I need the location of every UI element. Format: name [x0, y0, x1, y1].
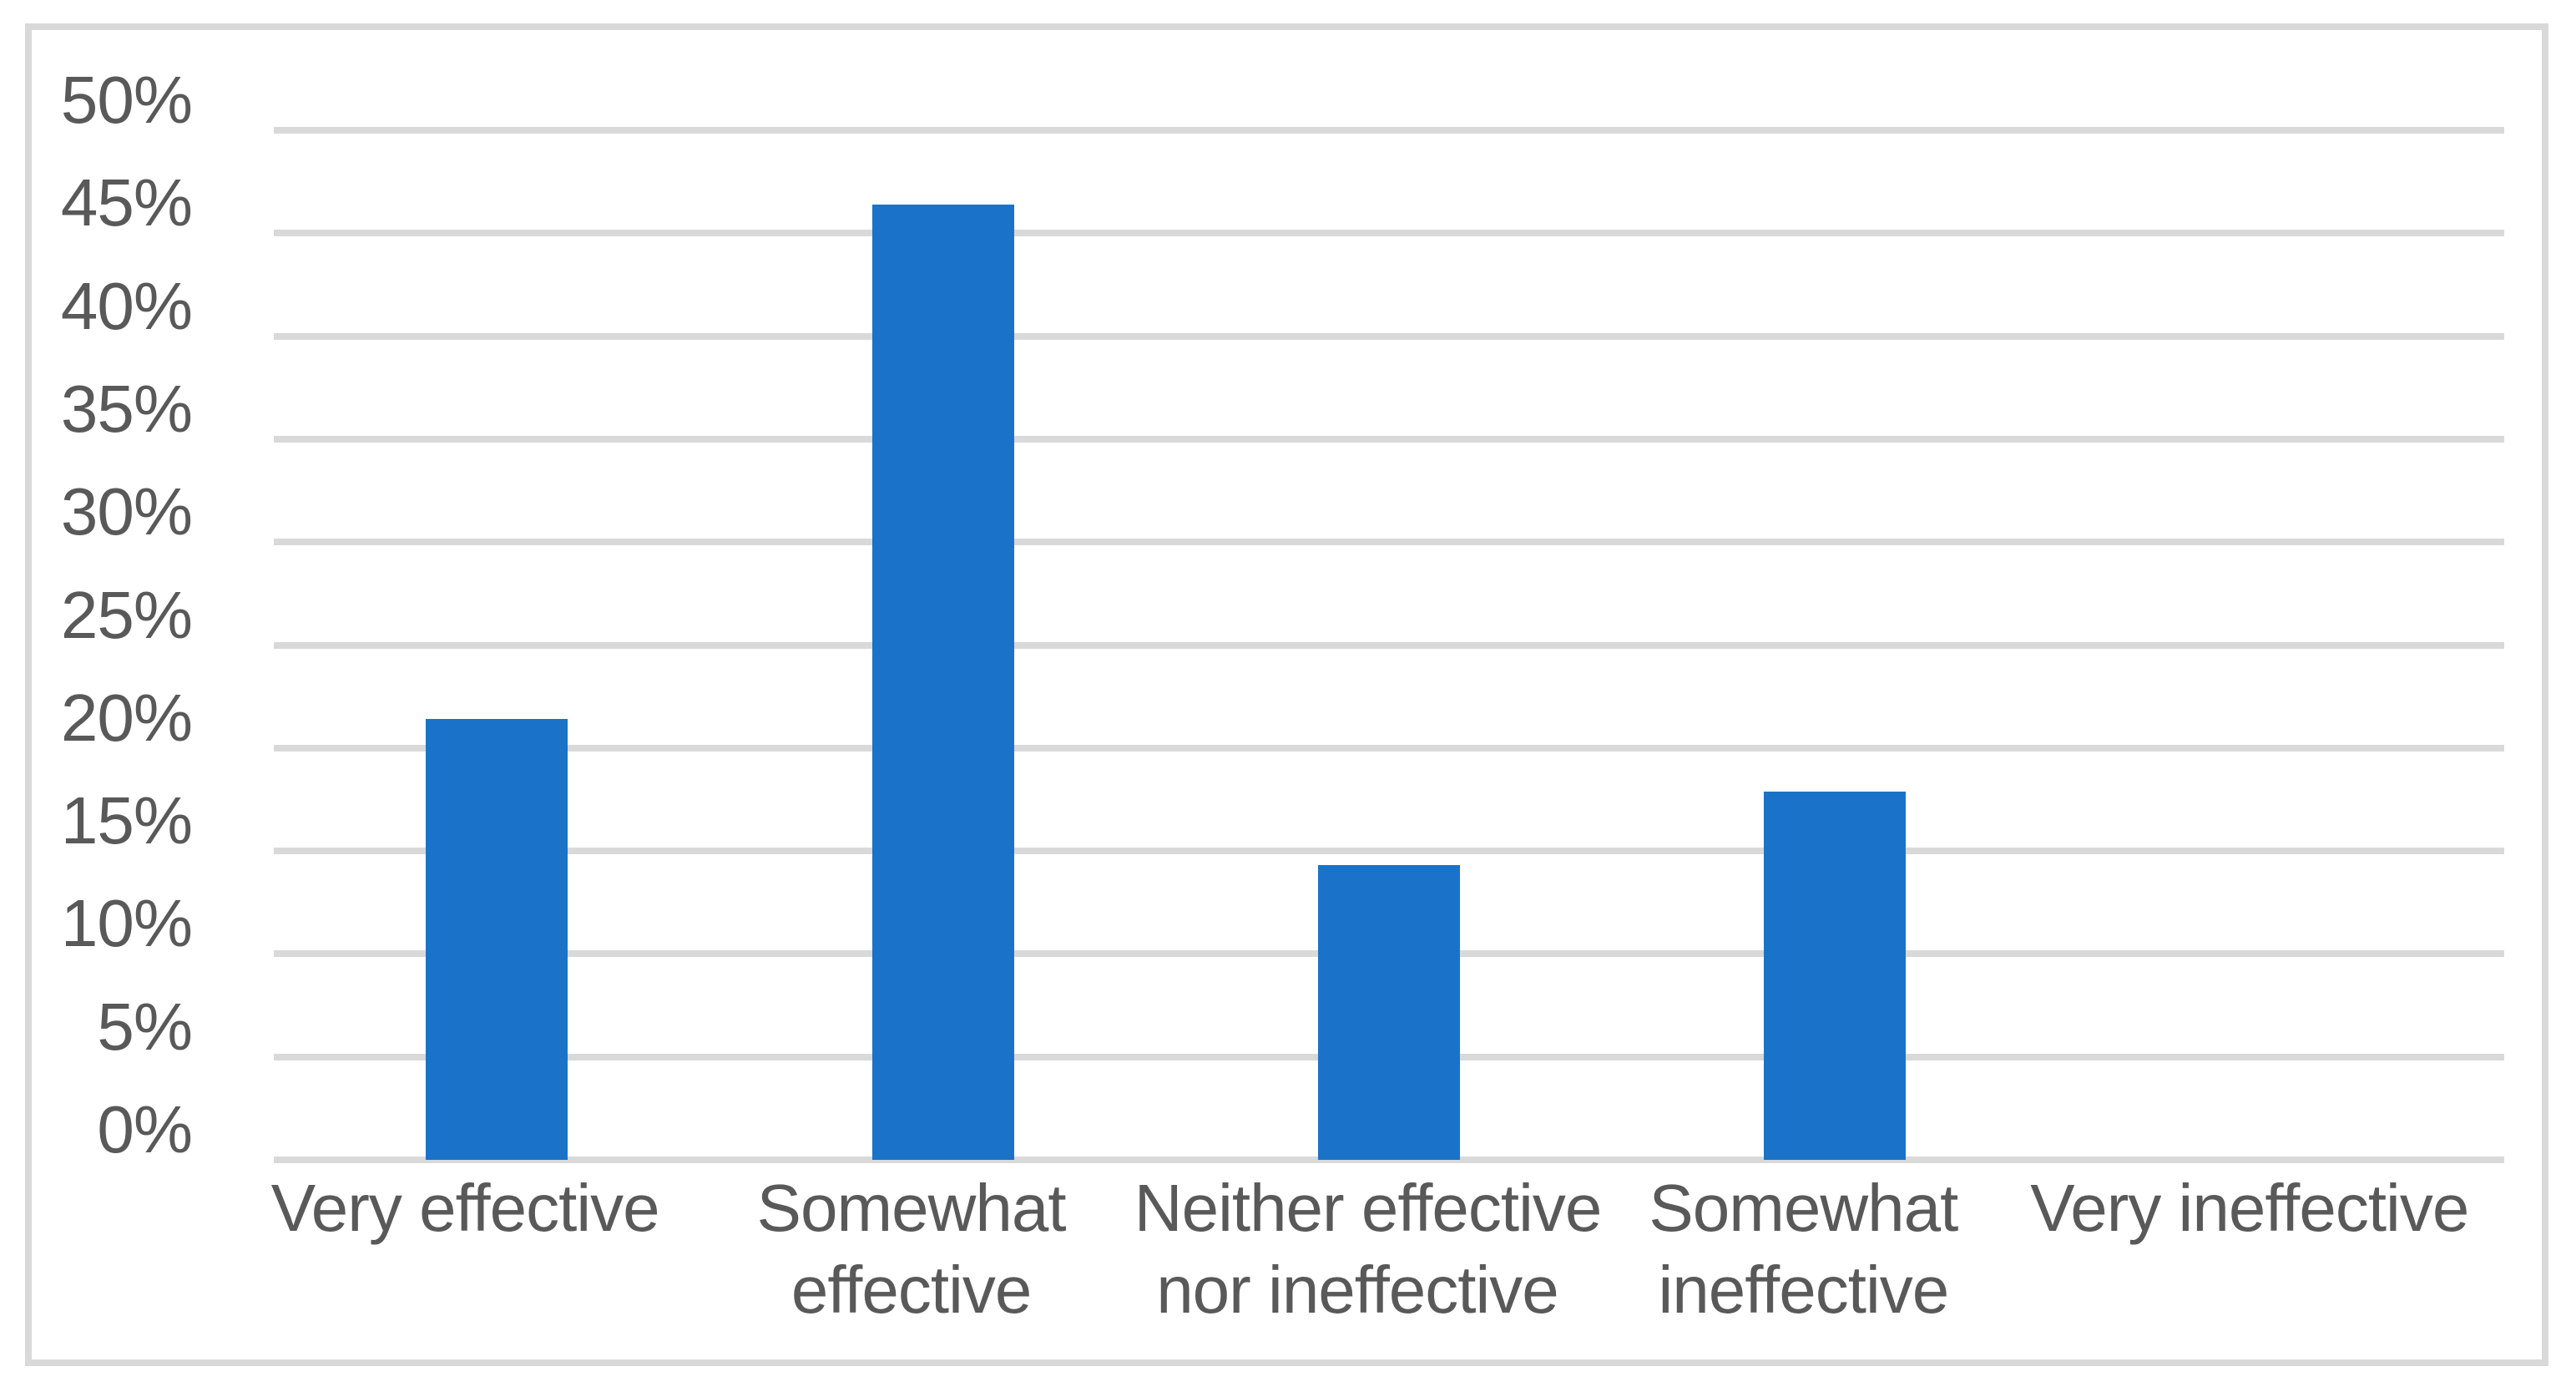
y-tick-label-20%: 20%: [60, 680, 193, 755]
bar-slot: [1612, 130, 2058, 1160]
x-category-label-somewhat-ineffective: Somewhat ineffective: [1580, 1167, 2026, 1331]
y-tick-label-40%: 40%: [60, 268, 193, 343]
x-category-label-line: Somewhat: [756, 1171, 1067, 1245]
gridline-25%: [274, 641, 2504, 649]
gridline-0%: [274, 1157, 2504, 1163]
y-tick-label-10%: 10%: [60, 886, 193, 961]
x-category-label-line: nor ineffective: [1156, 1253, 1559, 1327]
y-tick-label-0%: 0%: [97, 1092, 193, 1167]
x-category-label-neither-effective-nor-ineffective: Neither effective nor ineffective: [1134, 1167, 1603, 1331]
gridline-40%: [274, 332, 2504, 340]
gridline-20%: [274, 744, 2504, 752]
gridline-15%: [274, 848, 2504, 855]
y-tick-label-15%: 15%: [60, 783, 193, 858]
chart-frame: [25, 23, 2548, 1366]
y-tick-label-30%: 30%: [60, 474, 193, 549]
gridline-50%: [274, 127, 2504, 134]
x-category-label-line: ineffective: [1658, 1253, 1950, 1327]
bar-neither-effective-nor-ineffective: [1317, 865, 1460, 1160]
y-tick-label-25%: 25%: [60, 577, 193, 652]
bar-somewhat-effective: [871, 204, 1014, 1160]
y-tick-label-5%: 5%: [97, 989, 193, 1064]
plot-area: [274, 127, 2504, 1163]
x-category-label-line: Very ineffective: [2030, 1171, 2469, 1245]
bar-slot: [2058, 130, 2504, 1160]
y-tick-label-35%: 35%: [60, 371, 193, 446]
gridline-35%: [274, 435, 2504, 443]
bar-slot: [1166, 130, 1612, 1160]
x-category-label-line: Neither effective: [1134, 1171, 1603, 1245]
x-category-label-line: effective: [790, 1253, 1032, 1327]
gridline-30%: [274, 539, 2504, 546]
bar-very-effective: [426, 719, 568, 1160]
y-tick-label-45%: 45%: [60, 165, 193, 240]
gridline-45%: [274, 230, 2504, 237]
y-axis-tick-labels: 0% 5% 10% 15% 20% 25% 30% 35% 40% 45% 50%: [33, 67, 193, 1163]
x-category-label-very-effective: Very effective: [242, 1167, 688, 1249]
bar-slot: [274, 130, 720, 1160]
y-tick-label-50%: 50%: [60, 63, 193, 137]
x-category-label-line: Very effective: [270, 1171, 660, 1245]
bar-slot: [720, 130, 1165, 1160]
x-category-label-somewhat-effective: Somewhat effective: [688, 1167, 1134, 1331]
bar-somewhat-ineffective: [1764, 791, 1907, 1160]
x-category-label-line: Somewhat: [1649, 1171, 1958, 1245]
x-category-label-very-ineffective: Very ineffective: [2027, 1167, 2472, 1249]
